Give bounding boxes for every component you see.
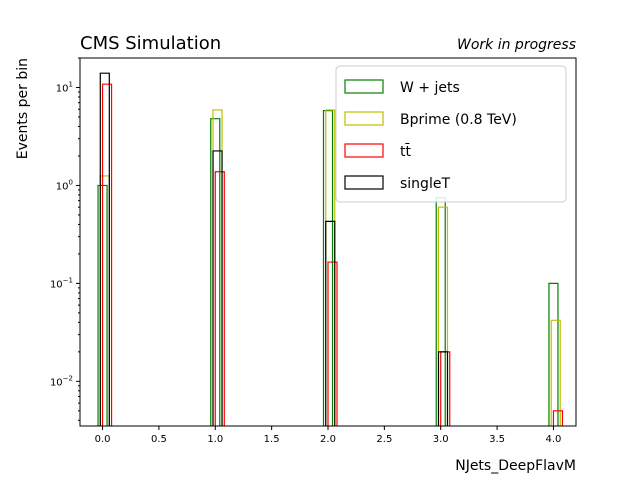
- histogram-bar: [325, 220, 336, 426]
- y-axis-label: Events per bin: [15, 58, 31, 159]
- x-tick-label: 1.0: [207, 434, 223, 445]
- histogram-bar: [210, 118, 221, 426]
- legend-label: W + jets: [400, 80, 460, 96]
- histogram-bar: [101, 83, 113, 426]
- histogram-bar: [548, 282, 559, 426]
- x-tick-label: 2.5: [376, 434, 392, 445]
- histogram-bar: [552, 410, 564, 426]
- x-axis-label: NJets_DeepFlavM: [455, 458, 576, 474]
- x-tick-label: 0.0: [95, 434, 111, 445]
- histogram-bar: [99, 72, 110, 426]
- y-tick-label: 10−2: [50, 374, 73, 388]
- histogram-bar: [322, 110, 334, 426]
- histogram-bar: [550, 319, 561, 426]
- x-tick-label: 2.0: [320, 434, 336, 445]
- chart-subtitle: Work in progress: [457, 37, 576, 53]
- x-tick-label: 3.0: [433, 434, 449, 445]
- legend-swatch: [344, 111, 384, 126]
- x-tick-label: 0.5: [151, 434, 167, 445]
- legend-label: tt̄: [400, 142, 411, 160]
- legend-swatch: [344, 175, 384, 190]
- legend-label: Bprime (0.8 TeV): [400, 112, 517, 128]
- histogram-bar: [437, 351, 449, 426]
- x-tick-label: 4.0: [546, 434, 562, 445]
- histogram-bars: [97, 72, 564, 426]
- x-axis: 0.0 0.5 1.0 1.5 2.0 2.5 3.0 3.5 4.0: [95, 426, 562, 445]
- histogram-bar: [437, 206, 449, 426]
- histogram-bar: [212, 150, 223, 426]
- y-axis: 10−2 10−1 100 101: [50, 57, 80, 421]
- legend: W + jets Bprime (0.8 TeV) tt̄ singleT: [335, 65, 567, 203]
- y-tick-label: 100: [56, 178, 73, 192]
- histogram-bar: [214, 171, 225, 426]
- histogram-bar: [327, 261, 338, 426]
- legend-swatch: [344, 143, 384, 158]
- legend-swatch: [344, 79, 384, 94]
- y-tick-label: 10−1: [50, 276, 73, 290]
- legend-box: [335, 65, 567, 203]
- x-tick-label: 1.5: [264, 434, 280, 445]
- chart-title: CMS Simulation: [80, 33, 221, 54]
- x-tick-label: 3.5: [489, 434, 505, 445]
- y-tick-label: 101: [56, 80, 73, 94]
- legend-label: singleT: [400, 176, 450, 192]
- series-3: [99, 72, 449, 426]
